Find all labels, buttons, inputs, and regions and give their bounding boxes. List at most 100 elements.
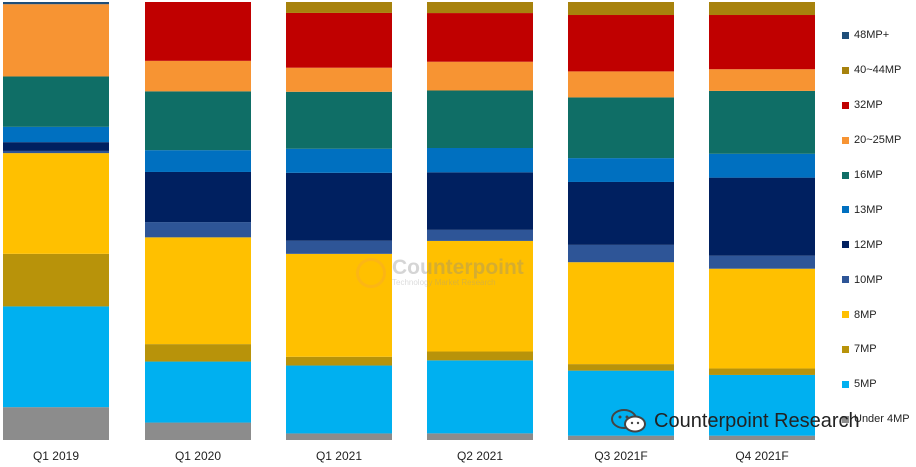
- legend-label: 32MP: [854, 99, 883, 112]
- bar-segment: [3, 142, 109, 151]
- legend-label: 5MP: [854, 378, 877, 391]
- legend-swatch: [842, 276, 849, 284]
- legend-label: 20~25MP: [854, 134, 902, 147]
- watermark-subtitle: Technology Market Research: [392, 278, 496, 287]
- legend-item: 48MP+: [842, 18, 916, 53]
- legend-item: 5MP: [842, 367, 916, 402]
- bar-segment: [427, 172, 533, 230]
- bar-segment: [3, 306, 109, 408]
- bar-segment: [427, 61, 533, 91]
- chart-legend: 48MP+ 40~44MP 32MP 20~25MP 16MP 13MP 12MP 10MP 8…: [842, 18, 916, 437]
- bar-segment: [286, 240, 392, 254]
- bar-segment: [145, 60, 251, 92]
- legend-swatch: [842, 136, 849, 144]
- bar-segment: [709, 368, 815, 375]
- legend-item: 40~44MP: [842, 53, 916, 88]
- legend-item: 32MP: [842, 88, 916, 123]
- bar-segment: [3, 4, 109, 77]
- x-tick-label: Q2 2021: [457, 449, 503, 463]
- brand-badge: Counterpoint Research: [610, 408, 860, 434]
- legend-item: 7MP: [842, 332, 916, 367]
- legend-label: 48MP+: [854, 29, 890, 42]
- x-tick-label: Q1 2021: [316, 449, 362, 463]
- bar-segment: [427, 351, 533, 361]
- bar-segment: [3, 150, 109, 154]
- bar-segment: [709, 177, 815, 256]
- bar-segment: [145, 91, 251, 151]
- bar-segment: [3, 407, 109, 440]
- bar-segment: [3, 153, 109, 254]
- bars-layer: [3, 1, 815, 440]
- bar-segment: [709, 435, 815, 440]
- x-tick-label: Q1 2020: [175, 449, 221, 463]
- bar-segment: [709, 153, 815, 178]
- bar-segment: [145, 1, 251, 61]
- bar-segment: [568, 181, 674, 245]
- legend-swatch: [842, 206, 849, 214]
- bar-segment: [568, 158, 674, 182]
- bar-segment: [568, 364, 674, 371]
- bar-segment: [568, 2, 674, 16]
- bar-segment: [568, 244, 674, 263]
- bar-segment: [709, 374, 815, 436]
- legend-label: 13MP: [854, 203, 883, 216]
- bar-segment: [568, 71, 674, 98]
- legend-item: 13MP: [842, 192, 916, 227]
- legend-swatch: [842, 171, 849, 179]
- x-tick-label: Q3 2021F: [594, 449, 647, 463]
- legend-swatch: [842, 380, 849, 388]
- bar-segment: [145, 422, 251, 440]
- legend-label: 10MP: [854, 273, 883, 286]
- bar-segment: [3, 1, 109, 5]
- bar-segment: [286, 67, 392, 92]
- legend-item: 12MP: [842, 227, 916, 262]
- bar-segment: [145, 344, 251, 362]
- bar-segment: [145, 361, 251, 423]
- bar-segment: [145, 171, 251, 223]
- bar-segment: [427, 13, 533, 62]
- wechat-icon: [611, 409, 646, 433]
- x-tick-label: Q4 2021F: [735, 449, 788, 463]
- bar-segment: [427, 1, 533, 14]
- bar-segment: [286, 148, 392, 173]
- bar-segment: [568, 15, 674, 72]
- bar-segment: [709, 90, 815, 154]
- x-axis-labels: Q1 2019 Q1 2020 Q1 2021 Q2 2021 Q3 2021F Q4 2…: [33, 449, 789, 463]
- bar-segment: [427, 433, 533, 440]
- bar-segment: [286, 12, 392, 68]
- bar-segment: [3, 76, 109, 127]
- bar-segment: [709, 1, 815, 16]
- bar-segment: [709, 15, 815, 70]
- legend-label: 8MP: [854, 308, 877, 321]
- legend-swatch: [842, 345, 849, 353]
- bar-segment: [709, 268, 815, 369]
- legend-item: 8MP: [842, 297, 916, 332]
- x-tick-label: Q1 2019: [33, 449, 79, 463]
- bar-segment: [286, 365, 392, 434]
- legend-swatch: [842, 415, 849, 423]
- bar-segment: [286, 356, 392, 366]
- bar-segment: [286, 91, 392, 149]
- legend-item: 16MP: [842, 158, 916, 193]
- bar-segment: [145, 222, 251, 238]
- bar-segment: [427, 240, 533, 352]
- legend-swatch: [842, 66, 849, 74]
- counterpoint-logo-icon: [356, 258, 386, 288]
- bar-segment: [709, 69, 815, 91]
- bar-segment: [568, 97, 674, 159]
- bar-segment: [286, 433, 392, 440]
- bar-segment: [709, 255, 815, 269]
- legend-item: 10MP: [842, 262, 916, 297]
- bar-segment: [3, 253, 109, 307]
- bar-segment: [568, 435, 674, 440]
- bar-segment: [286, 2, 392, 13]
- legend-swatch: [842, 241, 849, 249]
- legend-item: 20~25MP: [842, 123, 916, 158]
- legend-label: 16MP: [854, 169, 883, 181]
- bar-segment: [427, 90, 533, 148]
- legend-label: 40~44MP: [854, 64, 902, 77]
- legend-swatch: [842, 311, 849, 319]
- bar-segment: [3, 126, 109, 143]
- watermark-title: Counterpoint: [392, 256, 524, 279]
- bar-segment: [427, 148, 533, 173]
